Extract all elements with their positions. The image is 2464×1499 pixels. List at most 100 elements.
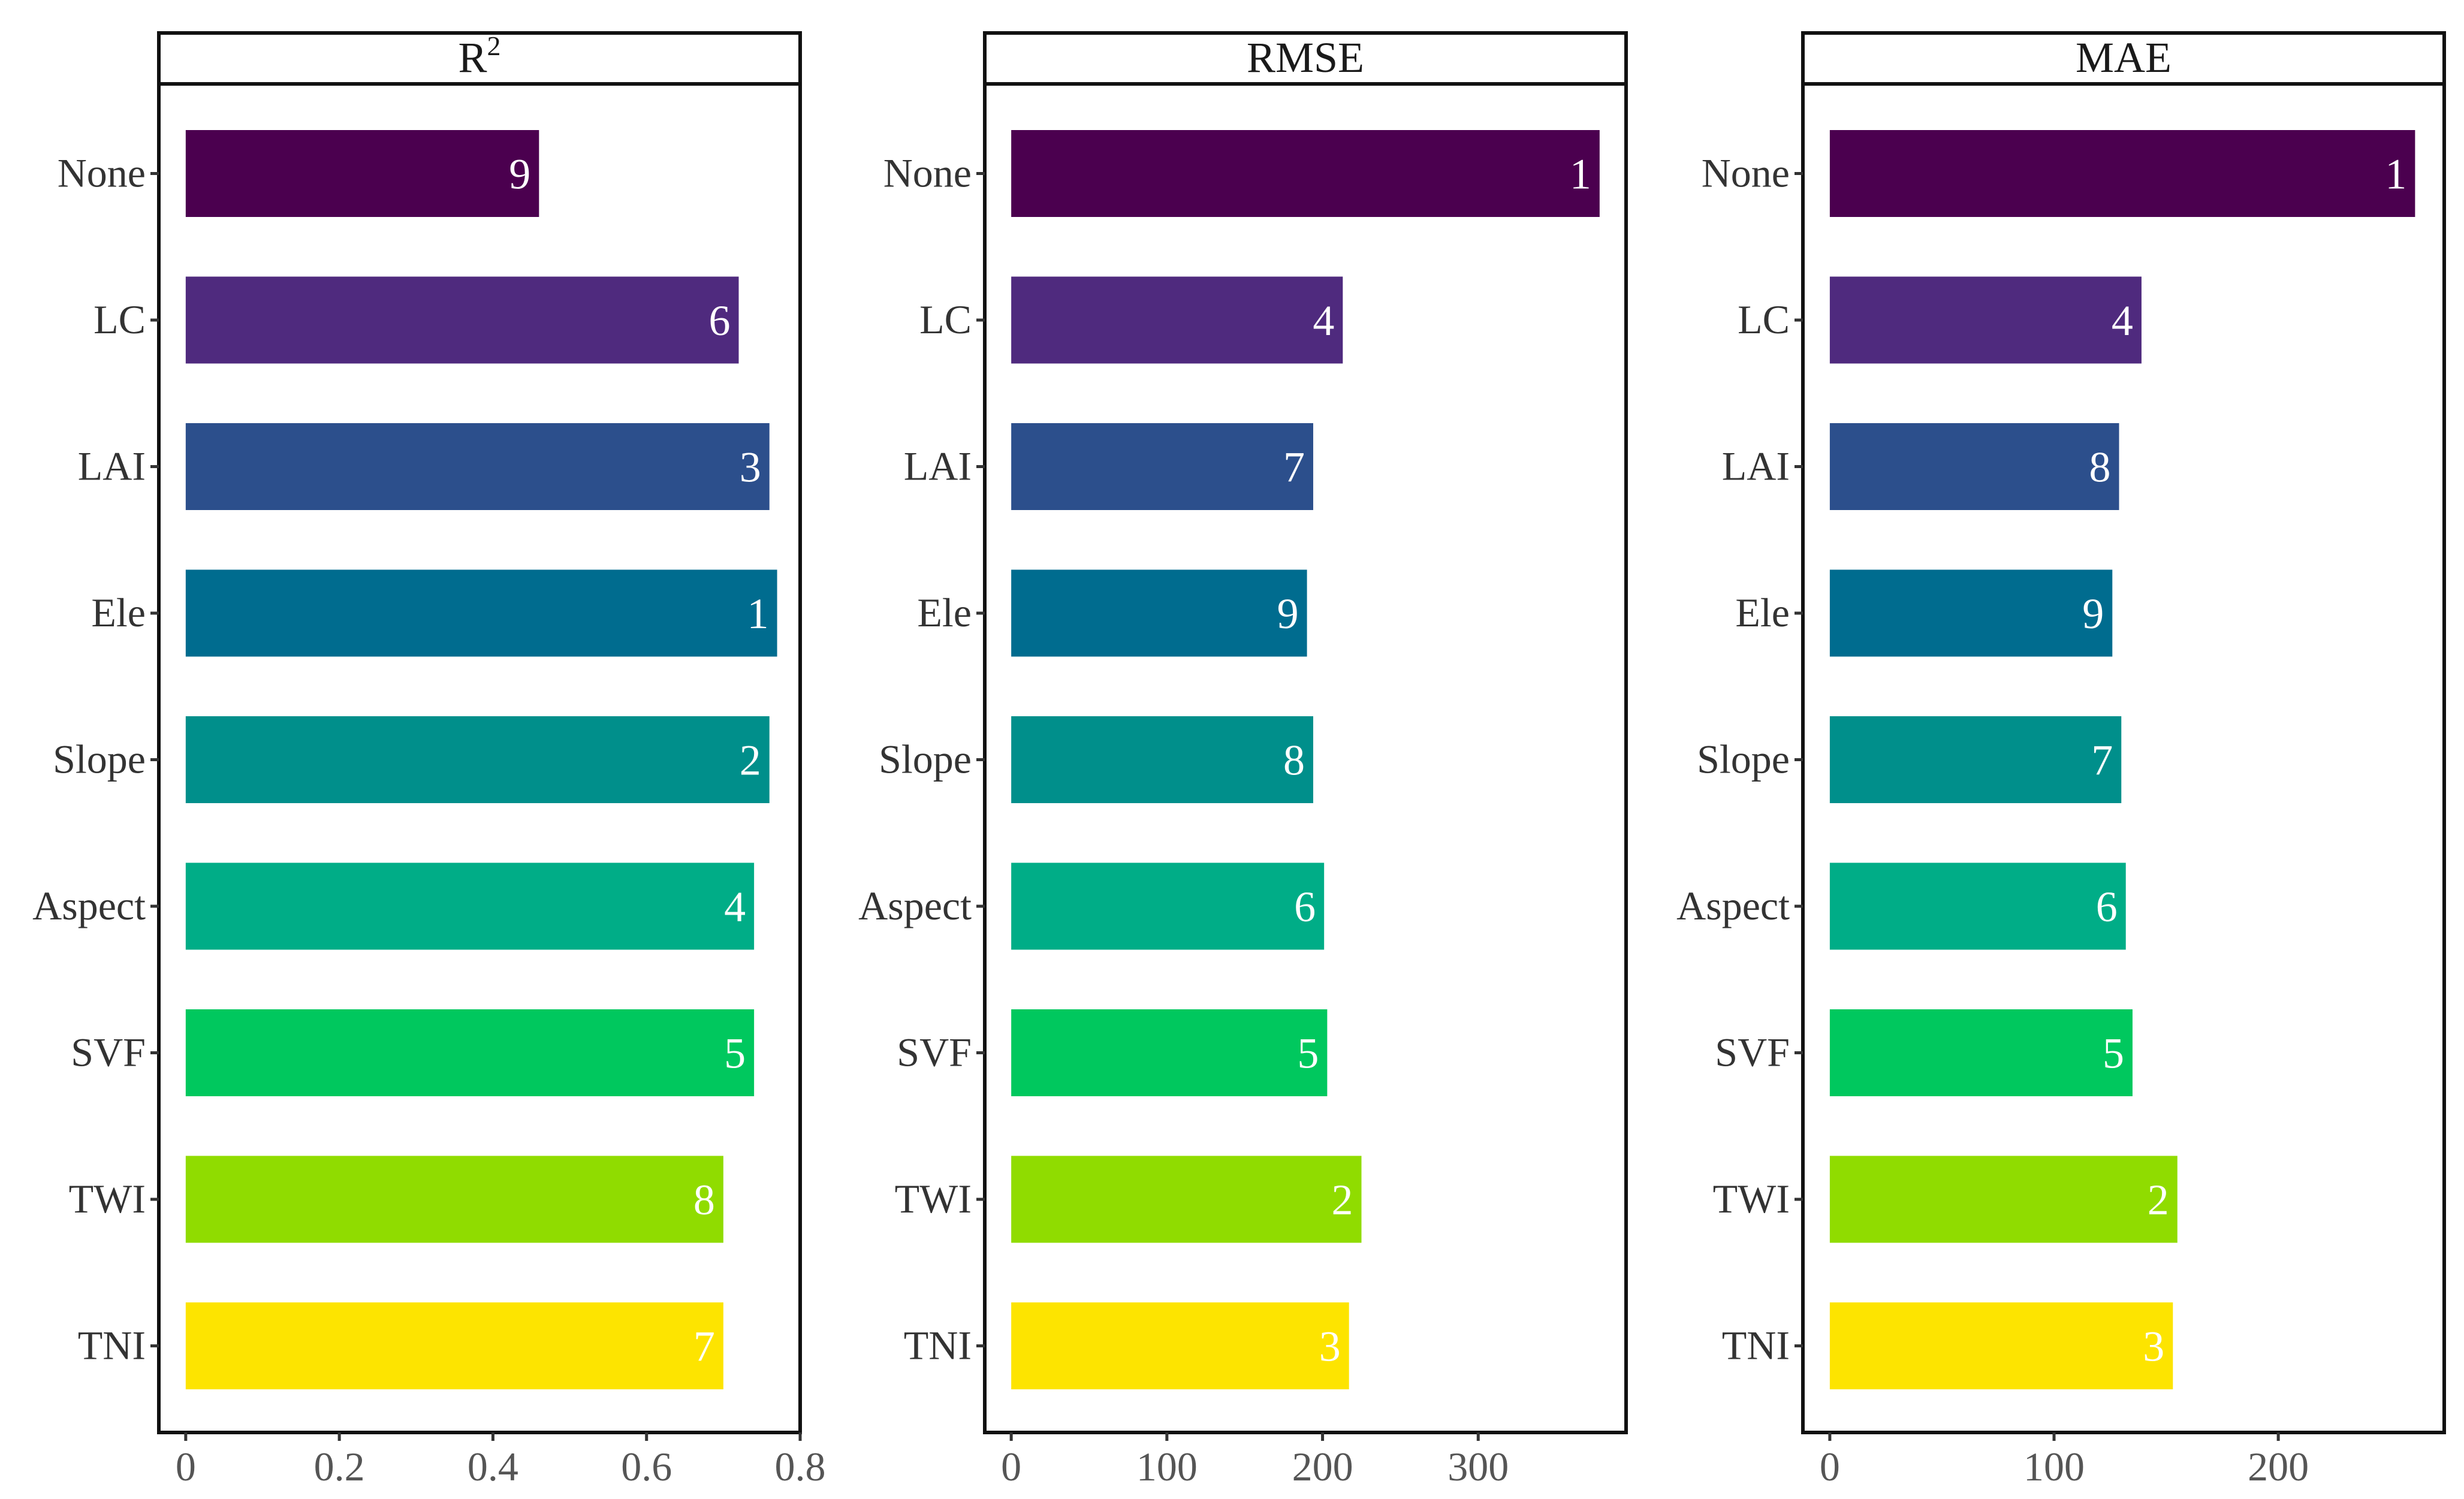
- bar-slope: [185, 716, 770, 803]
- panel-title: RMSE: [1247, 34, 1364, 82]
- x-tick-label: 100: [1136, 1444, 1198, 1489]
- bar-svf: [1011, 1009, 1328, 1096]
- bar-rank-label: 9: [1277, 590, 1299, 638]
- bar-rank-label: 9: [509, 150, 530, 198]
- bar-rank-label: 4: [2112, 297, 2133, 345]
- bar-rank-label: 4: [1313, 297, 1334, 345]
- bar-twi: [1829, 1156, 2178, 1243]
- category-label-tni: TNI: [904, 1323, 972, 1368]
- category-label-ele: Ele: [1735, 590, 1790, 635]
- bar-tni: [1011, 1302, 1349, 1389]
- bar-rank-label: 4: [724, 883, 746, 931]
- x-tick-label: 0.8: [775, 1444, 826, 1489]
- bar-none: [1011, 130, 1600, 217]
- bar-svf: [1829, 1009, 2133, 1096]
- x-tick-label: 200: [2248, 1444, 2309, 1489]
- x-tick-label: 0.4: [468, 1444, 518, 1489]
- bar-ele: [1829, 569, 2113, 657]
- bar-rank-label: 2: [740, 737, 761, 785]
- bar-rank-label: 8: [693, 1176, 715, 1224]
- panel-title-text: RMSE: [1247, 34, 1364, 82]
- panel-strip: [157, 31, 802, 86]
- bar-lai: [185, 423, 770, 510]
- bar-rank-label: 6: [708, 297, 730, 345]
- panel-1: R29None6LC3LAI1Ele2Slope4Aspect5SVF8TWI7…: [32, 31, 825, 1489]
- bar-tni: [185, 1302, 723, 1389]
- panel-2: RMSE 1 None 4 LC 7 LAI 9 Ele 8 Slope 6 Aspect 5 SVF 2 TW…: [858, 31, 1628, 1489]
- bar-aspect: [185, 862, 755, 950]
- category-label-aspect: Aspect: [858, 883, 972, 928]
- category-label-lc: LC: [919, 297, 972, 342]
- category-label-lc: LC: [94, 297, 146, 342]
- bar-svf: [185, 1009, 755, 1096]
- category-label-svf: SVF: [1715, 1030, 1790, 1075]
- panel-strip: [983, 31, 1628, 86]
- category-label-tni: TNI: [78, 1323, 146, 1368]
- bar-lc: [1011, 276, 1343, 364]
- bar-lai: [1011, 423, 1313, 510]
- bar-slope: [1011, 716, 1313, 803]
- bar-rank-label: 1: [2385, 150, 2406, 198]
- bar-rank-label: 5: [2103, 1030, 2124, 1078]
- category-label-none: None: [58, 150, 146, 196]
- x-tick-label: 0: [176, 1444, 196, 1489]
- category-label-lai: LAI: [78, 444, 146, 489]
- bar-rank-label: 1: [747, 590, 769, 638]
- category-label-slope: Slope: [53, 737, 146, 782]
- x-tick-label: 100: [2023, 1444, 2085, 1489]
- bar-rank-label: 3: [740, 444, 761, 491]
- panel-title-superscript: 2: [487, 31, 501, 61]
- panel-3: MAE 1 None 4 LC 8 LAI 9 Ele 7 Slope 6 Aspect 5 SVF 2 TWI…: [1676, 31, 2446, 1489]
- bar-rank-label: 6: [1294, 883, 1316, 931]
- panel-title: R2: [458, 31, 500, 82]
- category-label-lc: LC: [1738, 297, 1790, 342]
- category-label-none: None: [883, 150, 972, 196]
- x-tick-label: 0.2: [314, 1444, 365, 1489]
- bar-slope: [1829, 716, 2122, 803]
- category-label-ele: Ele: [91, 590, 146, 635]
- bar-rank-label: 6: [2096, 883, 2118, 931]
- category-label-ele: Ele: [917, 590, 972, 635]
- x-tick-label: 0.6: [621, 1444, 672, 1489]
- bar-aspect: [1829, 862, 2126, 950]
- panel-title-text: R: [458, 34, 487, 82]
- panel-title: MAE: [2076, 34, 2172, 82]
- category-label-svf: SVF: [71, 1030, 146, 1075]
- bar-rank-label: 2: [1331, 1176, 1353, 1224]
- bar-aspect: [1011, 862, 1325, 950]
- bar-rank-label: 1: [1570, 150, 1591, 198]
- bar-tni: [1829, 1302, 2173, 1389]
- bar-rank-label: 7: [1283, 444, 1305, 491]
- category-label-slope: Slope: [879, 737, 972, 782]
- bar-rank-label: 8: [1283, 737, 1305, 785]
- category-label-aspect: Aspect: [32, 883, 146, 928]
- bar-none: [1829, 130, 2415, 217]
- bar-lc: [1829, 276, 2142, 364]
- category-label-twi: TWI: [1713, 1176, 1790, 1221]
- x-tick-label: 200: [1292, 1444, 1353, 1489]
- bar-rank-label: 7: [693, 1323, 715, 1371]
- bar-twi: [185, 1156, 723, 1243]
- category-label-lai: LAI: [904, 444, 972, 489]
- category-label-svf: SVF: [897, 1030, 972, 1075]
- bar-lai: [1829, 423, 2119, 510]
- panel-title-text: MAE: [2076, 34, 2172, 82]
- bar-rank-label: 5: [1297, 1030, 1319, 1078]
- bar-rank-label: 9: [2082, 590, 2104, 638]
- bar-rank-label: 3: [2143, 1323, 2164, 1371]
- bar-rank-label: 7: [2091, 737, 2113, 785]
- bar-ele: [185, 569, 777, 657]
- bar-rank-label: 3: [1319, 1323, 1341, 1371]
- bar-lc: [185, 276, 739, 364]
- x-tick-label: 300: [1447, 1444, 1509, 1489]
- x-tick-label: 0: [1820, 1444, 1840, 1489]
- category-label-none: None: [1702, 150, 1790, 196]
- category-label-tni: TNI: [1722, 1323, 1790, 1368]
- bar-rank-label: 8: [2089, 444, 2111, 491]
- bar-rank-label: 5: [724, 1030, 746, 1078]
- bar-ele: [1011, 569, 1307, 657]
- bar-rank-label: 2: [2148, 1176, 2169, 1224]
- category-label-twi: TWI: [69, 1176, 146, 1221]
- category-label-slope: Slope: [1697, 737, 1790, 782]
